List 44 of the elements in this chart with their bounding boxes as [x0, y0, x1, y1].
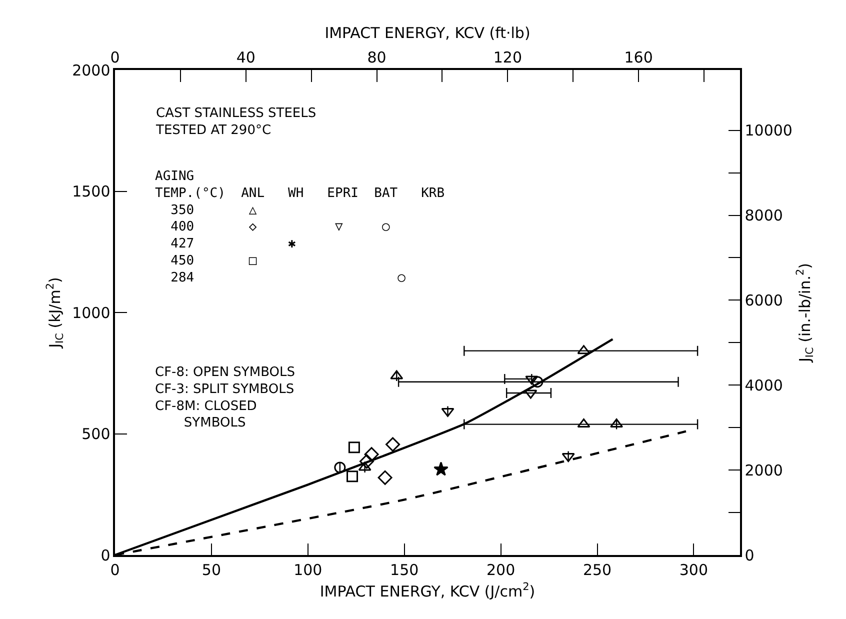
point — [364, 447, 379, 462]
annotation: CF-8: OPEN SYMBOLS CF-3: SPLIT SYMBOLS CF-8M: CLOSED SYMBOLS — [155, 365, 295, 431]
y-tick-label: 500 — [82, 425, 110, 443]
y-tick-label: 0 — [100, 546, 110, 564]
y-tick-label: 1500 — [72, 182, 110, 200]
point — [532, 376, 544, 388]
annotation: AGING TEMP.(°C) ANL WH EPRI BAT KRB 350 △ 400 ◇ ▽ ○ 427 ✱ 450 □ 284 ○ — [155, 169, 445, 286]
x2-tick-label: 120 — [493, 48, 522, 66]
point — [390, 370, 404, 380]
y2-tick-label: 4000 — [744, 376, 783, 394]
x-tick-label: 250 — [582, 560, 612, 579]
x-tick-label: 150 — [390, 560, 419, 579]
point — [386, 437, 400, 452]
point — [525, 376, 538, 385]
x2-tick-label: 160 — [624, 48, 653, 66]
y-tick-label: 1000 — [72, 304, 110, 322]
y-tick-label: 2000 — [72, 61, 110, 80]
point — [434, 462, 448, 476]
point — [577, 345, 590, 354]
point — [441, 408, 454, 417]
x-tick-label: 300 — [679, 560, 708, 579]
point — [562, 453, 575, 462]
y2-tick-label: 6000 — [744, 291, 783, 310]
x-tick-label: 100 — [294, 560, 322, 579]
y2-tick-label: 10000 — [744, 122, 792, 140]
point — [378, 470, 392, 485]
y2-tick-label: 0 — [744, 546, 754, 564]
x-tick-label: 200 — [486, 560, 516, 579]
point — [348, 442, 360, 454]
point — [346, 470, 358, 482]
x2-axis-title: IMPACT ENERGY, KCV (ft·lb) — [324, 24, 530, 42]
point — [358, 462, 372, 471]
x2-tick-label: 80 — [367, 48, 386, 66]
x-axis-title: IMPACT ENERGY, KCV (J/cm$^{2}$) — [320, 580, 536, 600]
point — [334, 462, 346, 474]
annotation: CAST STAINLESS STEELS TESTED AT 290°C — [155, 106, 316, 138]
y2-tick-label: 2000 — [744, 461, 783, 480]
x-tick-label: 50 — [202, 560, 221, 579]
y2-tick-label: 8000 — [744, 206, 783, 224]
point — [610, 418, 624, 428]
point — [577, 418, 590, 428]
point — [524, 390, 538, 399]
x2-tick-label: 40 — [236, 48, 256, 66]
point — [359, 454, 374, 469]
